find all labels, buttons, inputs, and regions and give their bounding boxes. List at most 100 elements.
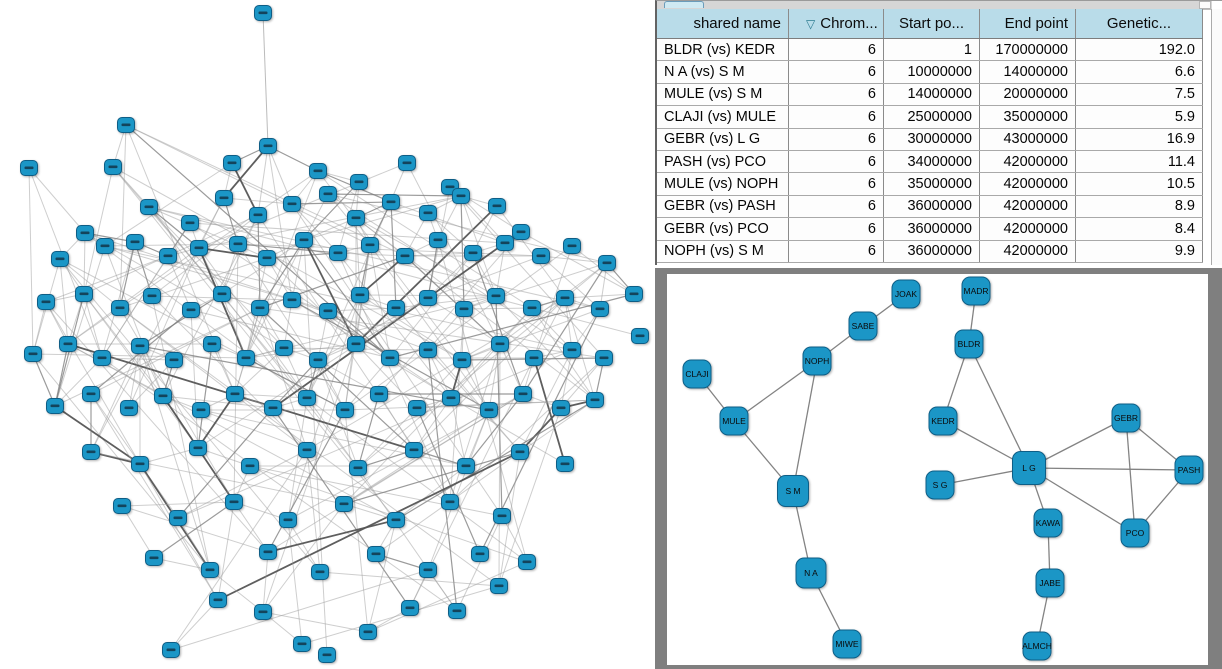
network-edge[interactable] — [83, 293, 103, 359]
network-node[interactable]: N A — [795, 557, 827, 589]
network-node[interactable] — [226, 386, 244, 402]
network-edge[interactable] — [450, 397, 467, 467]
network-edge[interactable] — [355, 217, 497, 297]
network-edge[interactable] — [125, 124, 371, 246]
network-edge[interactable] — [101, 255, 169, 359]
network-node[interactable]: KEDR — [928, 406, 958, 436]
network-node[interactable] — [162, 642, 180, 658]
network-edge[interactable] — [262, 611, 369, 633]
network-edge[interactable] — [83, 166, 114, 295]
network-edge[interactable] — [221, 293, 247, 359]
network-edge[interactable] — [233, 501, 269, 553]
network-node[interactable]: L G — [1012, 451, 1046, 485]
network-node[interactable] — [347, 210, 365, 226]
network-node[interactable] — [556, 290, 574, 306]
network-edge[interactable] — [209, 569, 264, 613]
network-node[interactable] — [140, 199, 158, 215]
network-edge[interactable] — [67, 247, 200, 345]
network-edge[interactable] — [234, 347, 285, 395]
network-edge[interactable] — [217, 501, 235, 601]
network-node[interactable] — [347, 336, 365, 352]
network-edge[interactable] — [245, 170, 319, 359]
network-node[interactable] — [229, 236, 247, 252]
node-shape[interactable] — [1022, 631, 1052, 661]
network-edge[interactable] — [519, 399, 596, 453]
network-node[interactable] — [401, 600, 419, 616]
network-node[interactable] — [441, 494, 459, 510]
network-node[interactable] — [159, 248, 177, 264]
network-edge[interactable] — [121, 501, 235, 507]
network-node[interactable] — [471, 546, 489, 562]
network-edge[interactable] — [67, 307, 121, 345]
network-node[interactable]: ALMCH — [1022, 631, 1052, 661]
network-node[interactable] — [518, 554, 536, 570]
network-edge[interactable] — [317, 359, 346, 411]
network-node[interactable] — [113, 498, 131, 514]
network-edge[interactable] — [495, 242, 506, 297]
network-edge[interactable] — [355, 205, 498, 345]
network-edge[interactable] — [262, 551, 269, 613]
network-edge[interactable] — [28, 167, 34, 355]
network-edge[interactable] — [367, 519, 397, 633]
network-edge[interactable] — [104, 162, 233, 247]
network-edge[interactable] — [287, 519, 321, 573]
network-edge[interactable] — [262, 503, 345, 613]
network-edge[interactable] — [344, 294, 361, 411]
network-edge[interactable] — [427, 255, 542, 299]
network-edge[interactable] — [291, 203, 339, 254]
network-node[interactable] — [293, 636, 311, 652]
network-edge[interactable] — [83, 232, 86, 295]
network-edge[interactable] — [223, 197, 293, 205]
network-edge[interactable] — [167, 255, 192, 311]
node-shape[interactable] — [848, 311, 878, 341]
network-edge[interactable] — [355, 343, 418, 409]
network-node[interactable]: MADR — [961, 276, 991, 306]
network-edge[interactable] — [519, 407, 562, 453]
network-edge[interactable] — [237, 243, 339, 254]
network-node[interactable]: PASH — [1174, 455, 1204, 485]
network-edge[interactable] — [317, 297, 429, 361]
network-edge[interactable] — [499, 262, 608, 345]
network-edge[interactable] — [427, 239, 439, 299]
network-node[interactable] — [335, 496, 353, 512]
network-edge[interactable] — [449, 186, 605, 359]
network-edge[interactable] — [344, 409, 369, 633]
network-edge[interactable] — [267, 519, 397, 553]
network-edge[interactable] — [128, 345, 141, 409]
network-edge[interactable] — [456, 515, 503, 612]
network-node[interactable] — [82, 386, 100, 402]
network-edge[interactable] — [54, 245, 106, 407]
network-node[interactable] — [457, 458, 475, 474]
network-edge[interactable] — [496, 205, 566, 299]
network-edge[interactable] — [437, 239, 528, 563]
network-edge[interactable] — [211, 343, 236, 395]
network-edge[interactable] — [112, 166, 397, 521]
network-edge[interactable] — [266, 257, 357, 345]
network-node[interactable] — [336, 402, 354, 418]
node-shape[interactable] — [954, 329, 984, 359]
network-edge[interactable] — [317, 359, 380, 395]
network-edge[interactable] — [1028, 467, 1190, 471]
network-node[interactable]: SABE — [848, 311, 878, 341]
network-edge[interactable] — [119, 307, 308, 451]
network-edge[interactable] — [177, 349, 573, 519]
network-edge[interactable] — [465, 393, 524, 467]
column-header[interactable]: shared name — [657, 9, 789, 38]
network-node[interactable] — [131, 456, 149, 472]
network-node[interactable] — [625, 286, 643, 302]
table-row[interactable]: BLDR (vs) KEDR 6 1 170000000 192.0 — [657, 39, 1203, 62]
network-node[interactable]: MIWE — [832, 629, 862, 659]
node-shape[interactable] — [795, 557, 827, 589]
network-node[interactable] — [381, 350, 399, 366]
network-node[interactable]: CLAJI — [682, 359, 712, 389]
network-edge[interactable] — [359, 294, 463, 361]
network-edge[interactable] — [59, 258, 69, 345]
network-node[interactable]: S M — [777, 475, 809, 507]
network-edge[interactable] — [104, 245, 293, 301]
network-edge[interactable] — [303, 239, 357, 345]
network-edge[interactable] — [54, 405, 141, 465]
network-edge[interactable] — [395, 399, 596, 521]
network-node[interactable] — [59, 336, 77, 352]
network-edge[interactable] — [520, 231, 635, 295]
network-edge[interactable] — [395, 465, 467, 521]
